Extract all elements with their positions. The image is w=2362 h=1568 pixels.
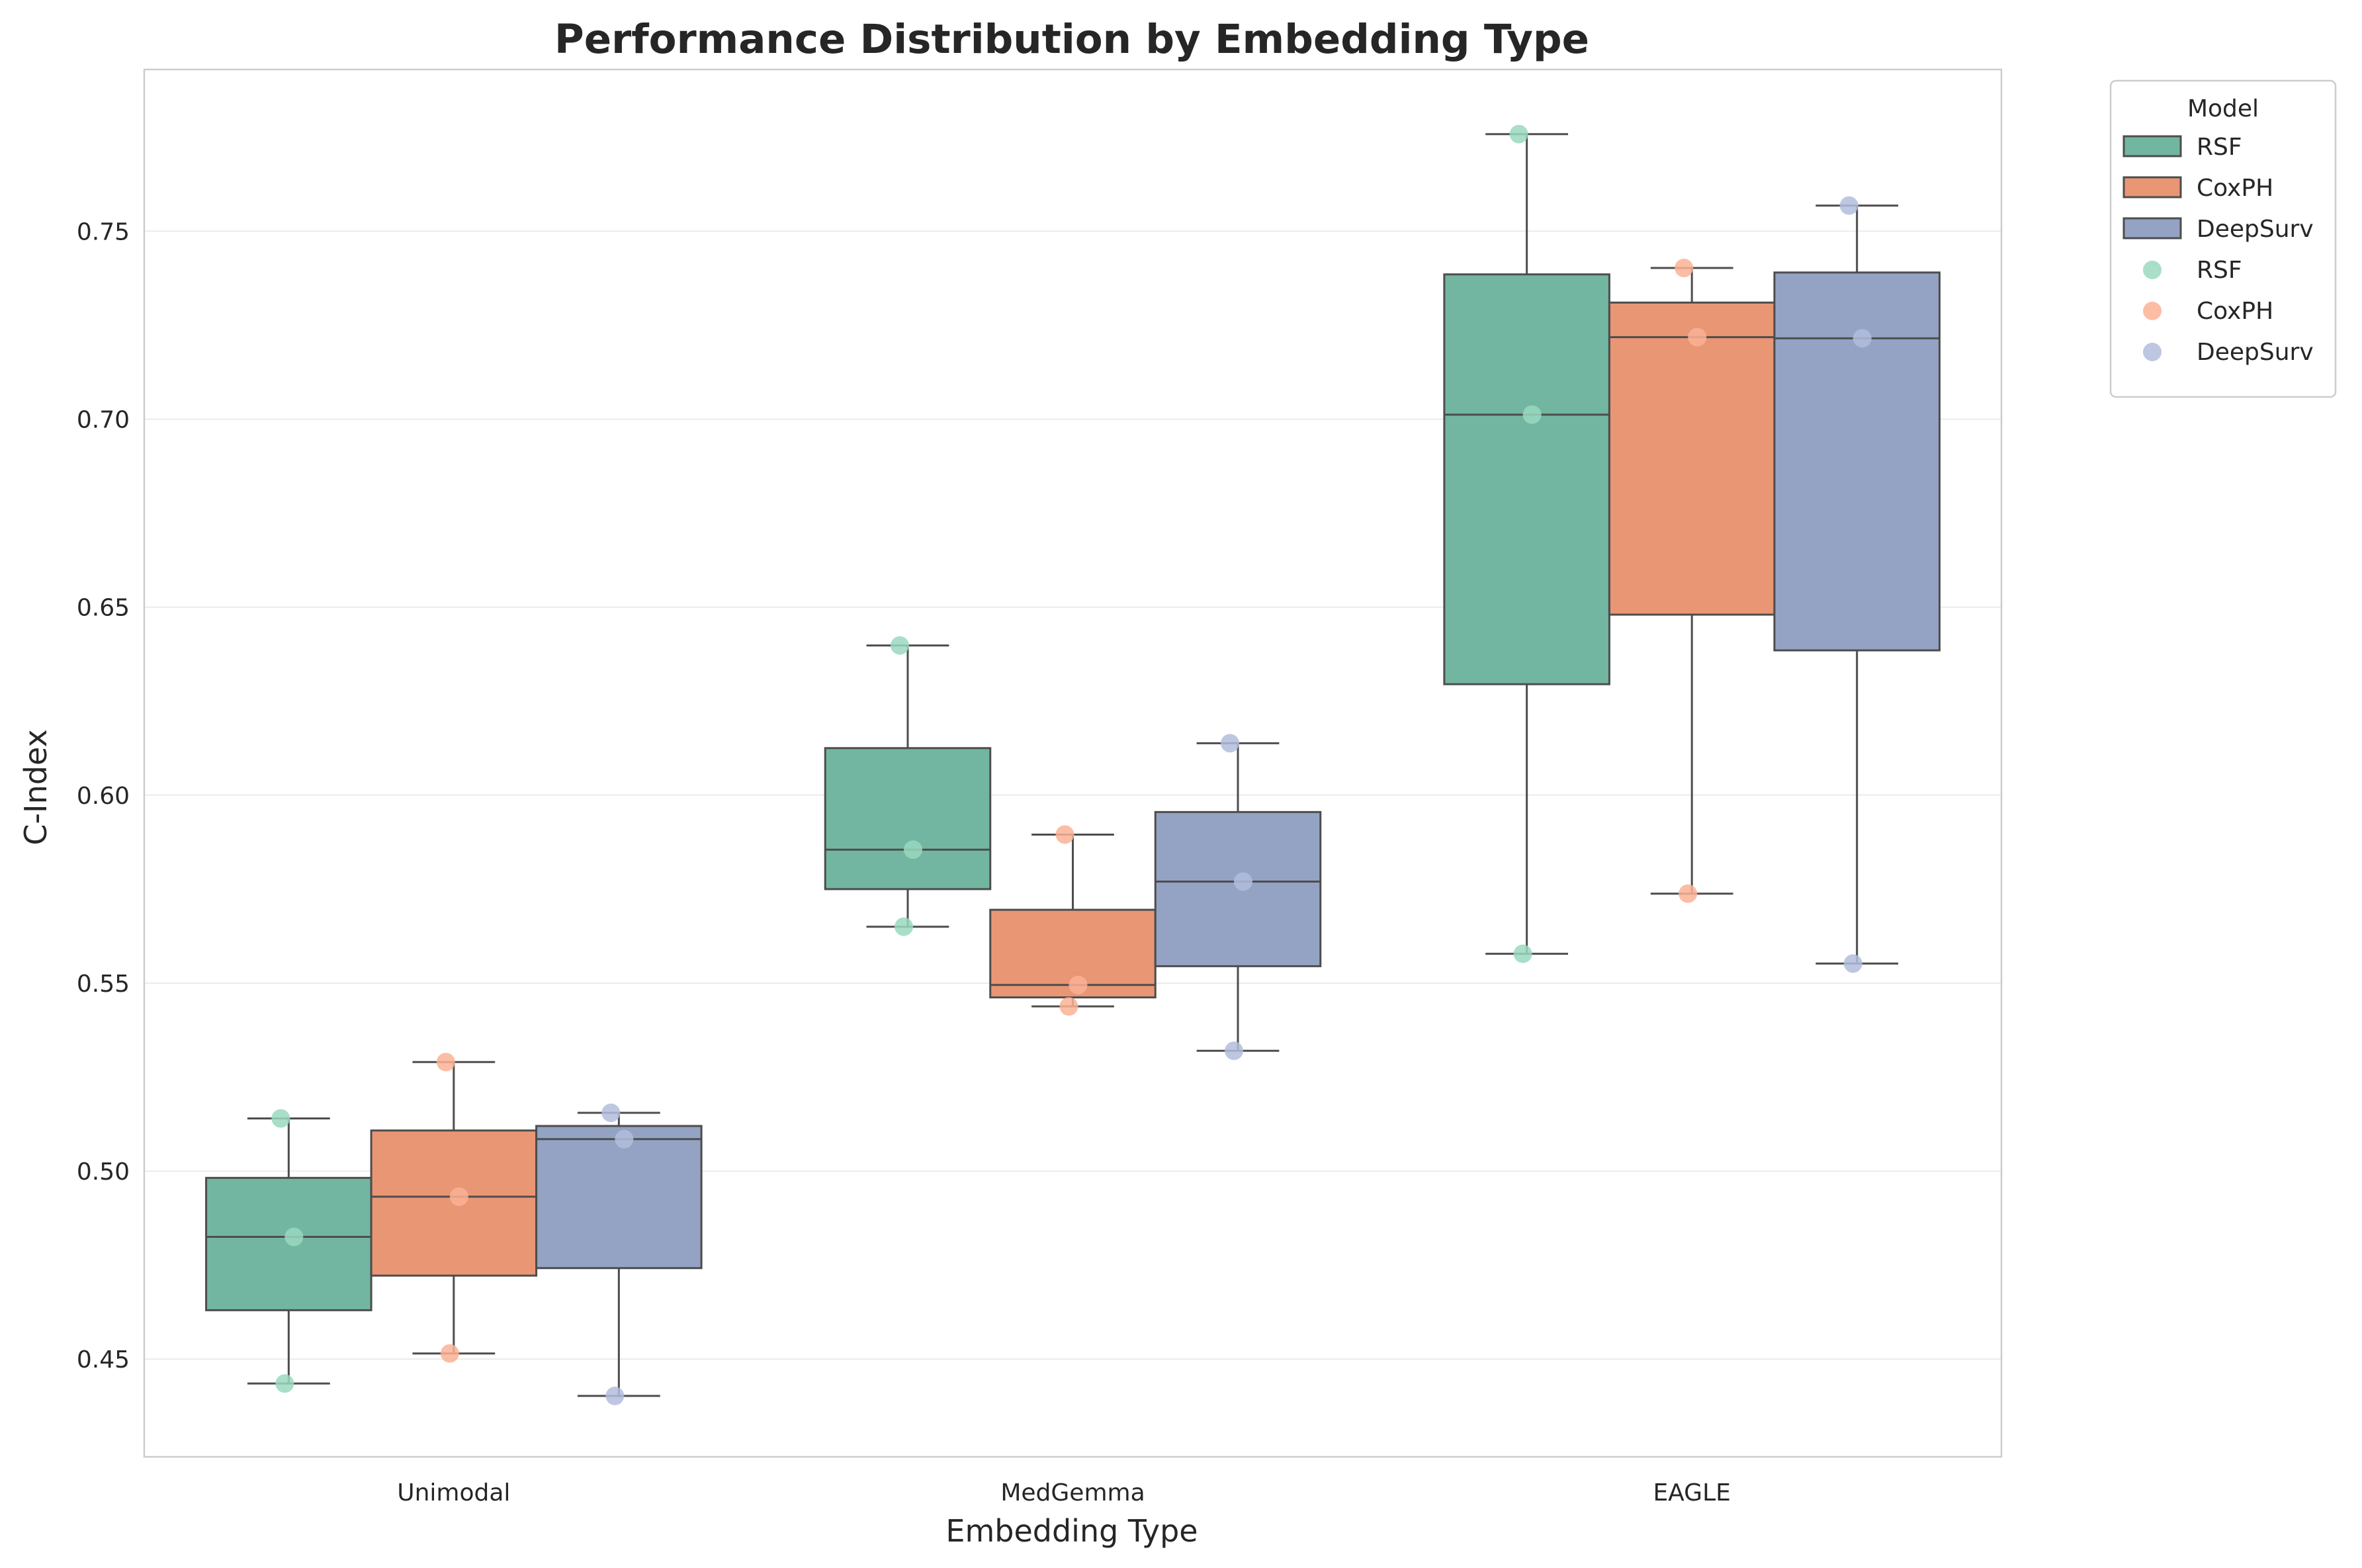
- data-point: [1509, 124, 1528, 144]
- legend-frame: [2109, 79, 2337, 398]
- data-point: [284, 1227, 304, 1246]
- data-point: [275, 1374, 294, 1393]
- x-tick-label: MedGemma: [1000, 1479, 1145, 1506]
- y-tick-label: 0.65: [77, 595, 130, 622]
- legend: Model RSF CoxPH DeepSurv RSF CoxPH DeepSurv: [2109, 79, 2337, 398]
- legend-box-swatch: [2122, 217, 2182, 240]
- legend-entries: RSF CoxPH DeepSurv RSF CoxPH DeepSurv: [2122, 134, 2314, 366]
- data-point: [1055, 825, 1074, 844]
- box-coxph-unimodal: [370, 1061, 538, 1355]
- data-point: [894, 917, 913, 936]
- y-tick-label: 0.60: [77, 783, 130, 810]
- data-point: [890, 636, 909, 655]
- y-tick-label: 0.55: [77, 971, 130, 998]
- legend-box-swatch: [2122, 176, 2182, 198]
- data-point: [1059, 997, 1078, 1016]
- box-coxph-eagle: [1608, 267, 1776, 895]
- y-tick-label: 0.70: [77, 407, 130, 434]
- chart-title: Performance Distribution by Embedding Ty…: [554, 16, 1589, 63]
- legend-label: DeepSurv: [2197, 339, 2314, 366]
- y-tick-label: 0.75: [77, 218, 130, 245]
- data-point: [440, 1344, 459, 1363]
- data-point: [449, 1187, 468, 1206]
- data-point: [1675, 259, 1694, 278]
- data-point: [903, 840, 922, 859]
- x-tick-labels: Unimodal MedGemma EAGLE: [397, 1479, 1731, 1506]
- y-tick-label: 0.50: [77, 1158, 130, 1186]
- plot-frame: [143, 68, 2003, 1458]
- x-tick-label: EAGLE: [1653, 1479, 1730, 1506]
- data-point: [605, 1386, 625, 1405]
- x-axis-label: Embedding Type: [945, 1513, 1198, 1549]
- data-point: [1839, 196, 1859, 215]
- legend-label: RSF: [2197, 257, 2242, 284]
- data-point: [1221, 734, 1240, 753]
- legend-point-swatch: [2143, 261, 2162, 279]
- data-point: [436, 1053, 455, 1072]
- data-point: [1688, 327, 1707, 347]
- data-point: [1522, 405, 1542, 424]
- legend-point-swatch: [2143, 343, 2162, 361]
- box-iqr: [824, 747, 992, 891]
- data-point: [1843, 954, 1862, 973]
- y-tick-labels: 0.45 0.50 0.55 0.60 0.65 0.70 0.75: [77, 218, 130, 1373]
- y-tick-label: 0.45: [77, 1346, 130, 1373]
- box-rsf-medgemma: [824, 644, 992, 928]
- legend-point-swatch: [2143, 302, 2162, 320]
- legend-label: CoxPH: [2197, 175, 2273, 202]
- legend-label: CoxPH: [2197, 298, 2273, 325]
- point-layer: [271, 124, 1872, 1405]
- data-point: [1234, 872, 1253, 891]
- box-deepsurv-unimodal: [535, 1111, 703, 1397]
- box-iqr: [1608, 301, 1776, 616]
- legend-label: RSF: [2197, 134, 2242, 161]
- data-point: [1069, 975, 1088, 994]
- x-tick-label: Unimodal: [397, 1479, 510, 1506]
- legend-title: Model: [2187, 95, 2259, 122]
- box-iqr: [1443, 273, 1610, 685]
- data-point: [1853, 329, 1872, 348]
- box-iqr: [1773, 271, 1941, 652]
- data-point: [615, 1129, 634, 1149]
- legend-label: DeepSurv: [2197, 216, 2314, 243]
- box-rsf-eagle: [1443, 133, 1610, 955]
- data-point: [1513, 944, 1532, 963]
- data-point: [601, 1104, 621, 1123]
- box-iqr: [535, 1125, 703, 1270]
- y-axis-label: C-Index: [18, 729, 54, 845]
- legend-box-swatch: [2122, 135, 2182, 157]
- data-point: [1679, 884, 1698, 903]
- data-point: [271, 1109, 290, 1128]
- data-point: [1225, 1041, 1244, 1061]
